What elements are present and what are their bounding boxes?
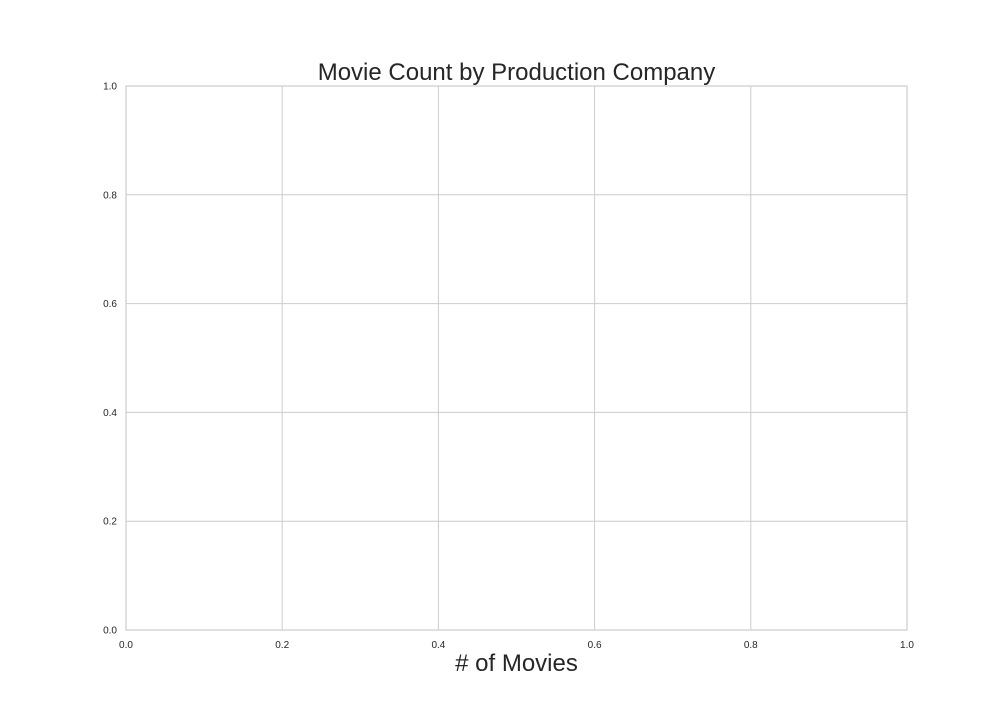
y-tick-label: 1.0 [103,82,117,93]
plot-area [125,85,908,631]
y-tick-label: 0.2 [103,517,117,528]
x-tick-label: 0.4 [431,640,445,651]
chart-title: Movie Count by Production Company [318,59,716,86]
x-tick-label: 1.0 [900,640,914,651]
x-tick-label: 0.0 [119,640,133,651]
y-axis-ticks: 0.0 0.2 0.4 0.6 0.8 1.0 [103,82,117,637]
y-tick-label: 0.4 [103,408,117,419]
x-axis-label: # of Movies [455,650,578,677]
axes-spines [125,85,908,631]
y-tick-label: 0.6 [103,299,117,310]
plot-frame [125,85,908,631]
y-tick-label: 0.0 [103,626,117,637]
x-axis-ticks: 0.0 0.2 0.4 0.6 0.8 1.0 [119,640,914,651]
y-tick-label: 0.8 [103,190,117,201]
x-tick-label: 0.8 [744,640,758,651]
x-tick-label: 0.6 [588,640,602,651]
x-tick-label: 0.2 [275,640,289,651]
